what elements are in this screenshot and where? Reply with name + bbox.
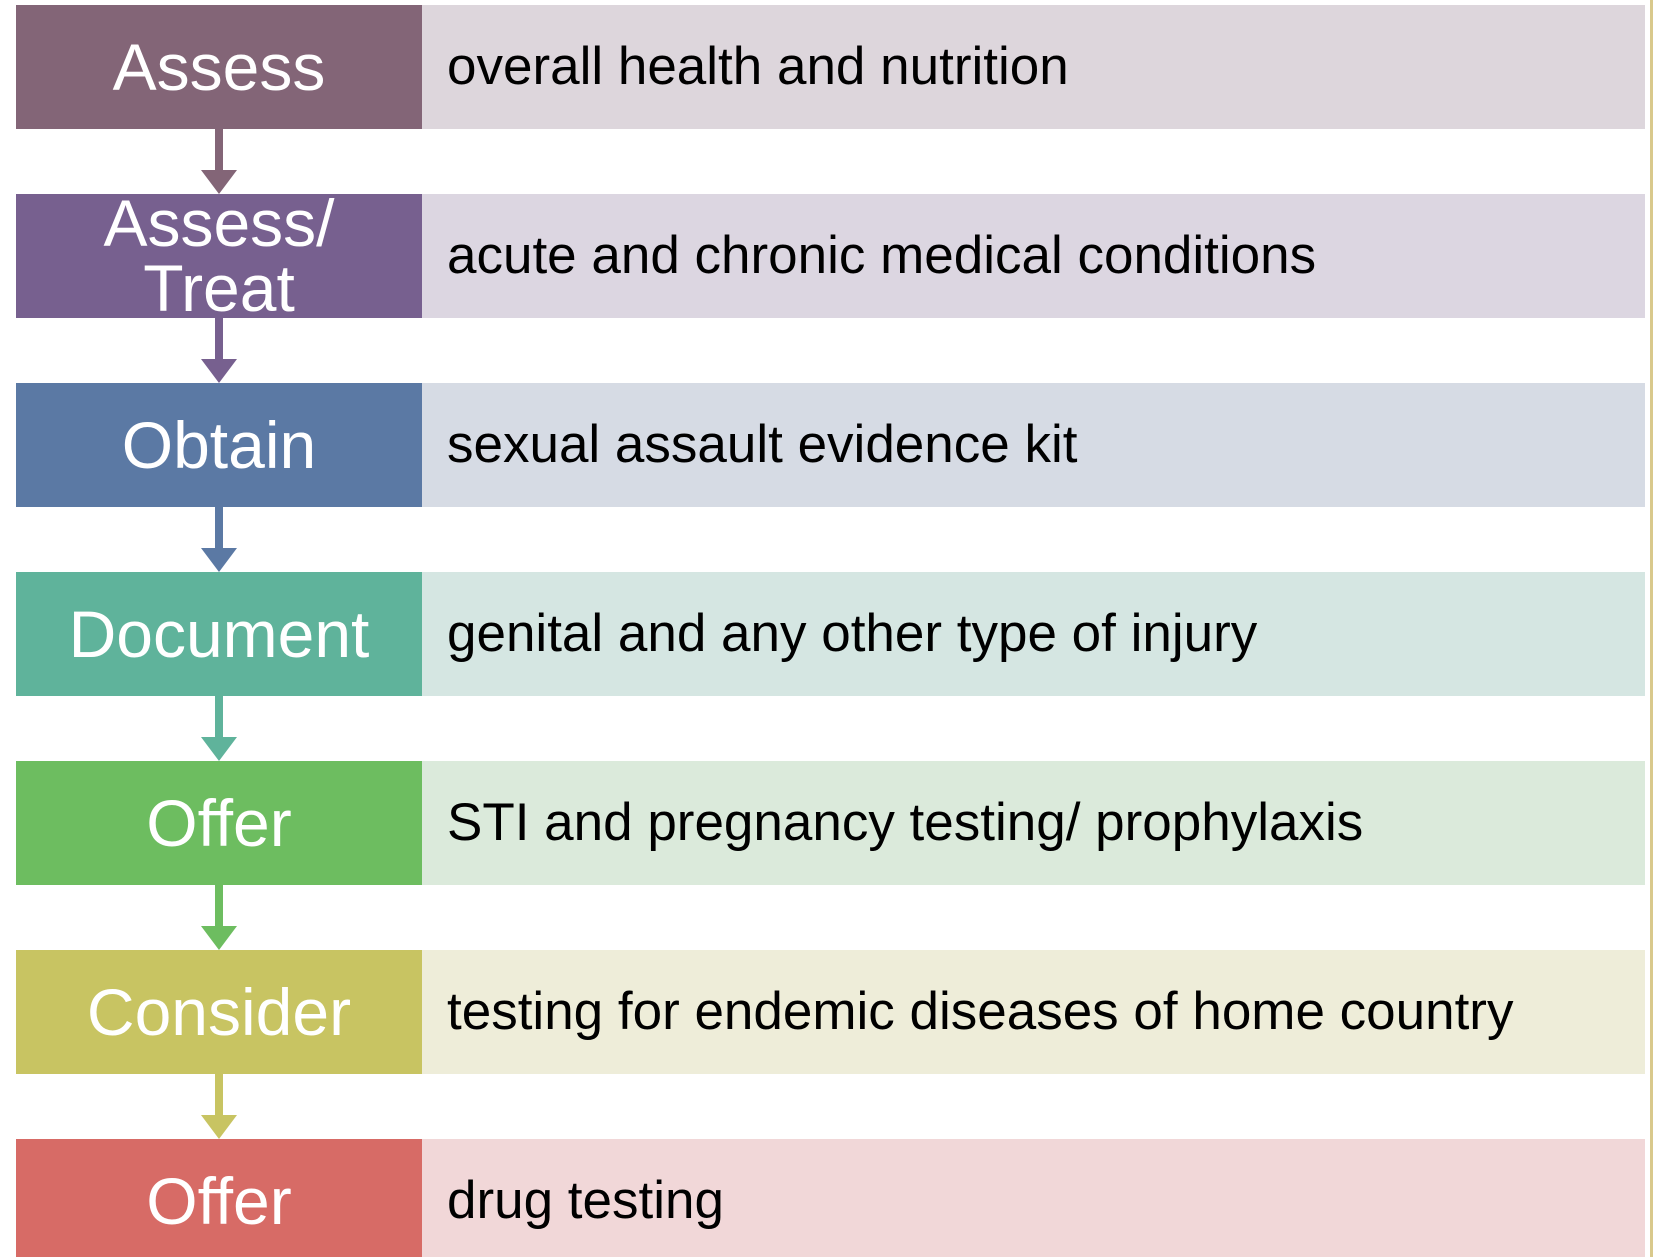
step-row: Obtain sexual assault evidence kit — [16, 383, 1645, 507]
arrow-head — [201, 926, 237, 950]
step-action: Offer — [16, 1139, 422, 1257]
step-row: Offer STI and pregnancy testing/ prophyla… — [16, 761, 1645, 885]
arrow-shaft — [215, 507, 223, 552]
step-detail-text: testing for endemic diseases of home cou… — [447, 982, 1514, 1042]
step-detail: drug testing — [422, 1139, 1645, 1257]
step-detail-text: acute and chronic medical conditions — [447, 226, 1317, 286]
flow-arrow — [201, 696, 237, 761]
arrow-shaft — [215, 318, 223, 363]
step-action: Obtain — [16, 383, 422, 507]
step-action: Document — [16, 572, 422, 696]
arrow-shaft — [215, 1074, 223, 1119]
flow-arrow — [201, 129, 237, 194]
step-detail: testing for endemic diseases of home cou… — [422, 950, 1645, 1074]
step-detail-text: genital and any other type of injury — [447, 604, 1258, 664]
flow-arrow — [201, 885, 237, 950]
step-row: Consider testing for endemic diseases of … — [16, 950, 1645, 1074]
step-action: Assess — [16, 5, 422, 129]
arrow-head — [201, 548, 237, 572]
step-row: Assess overall health and nutrition — [16, 5, 1645, 129]
step-row: Assess/ Treat acute and chronic medical c… — [16, 190, 1645, 321]
step-detail: STI and pregnancy testing/ prophylaxis — [422, 761, 1645, 885]
flow-arrow — [201, 1074, 237, 1139]
arrow-head — [201, 170, 237, 194]
flow-arrow — [201, 318, 237, 383]
arrow-shaft — [215, 129, 223, 174]
step-detail-text: sexual assault evidence kit — [447, 415, 1078, 475]
step-detail: genital and any other type of injury — [422, 572, 1645, 696]
slide-edge — [1650, 0, 1653, 1257]
arrow-shaft — [215, 696, 223, 741]
flow-arrow — [201, 507, 237, 572]
step-detail: acute and chronic medical conditions — [422, 194, 1645, 318]
arrow-head — [201, 737, 237, 761]
step-detail: sexual assault evidence kit — [422, 383, 1645, 507]
step-action: Offer — [16, 761, 422, 885]
step-detail-text: drug testing — [447, 1171, 724, 1231]
step-action: Assess/ Treat — [16, 190, 422, 321]
step-detail-text: STI and pregnancy testing/ prophylaxis — [447, 793, 1364, 853]
step-row: Offer drug testing — [16, 1139, 1645, 1257]
arrow-shaft — [215, 885, 223, 930]
step-row: Document genital and any other type of in… — [16, 572, 1645, 696]
step-detail: overall health and nutrition — [422, 5, 1645, 129]
arrow-head — [201, 1115, 237, 1139]
arrow-head — [201, 359, 237, 383]
step-detail-text: overall health and nutrition — [447, 37, 1069, 97]
step-action: Consider — [16, 950, 422, 1074]
